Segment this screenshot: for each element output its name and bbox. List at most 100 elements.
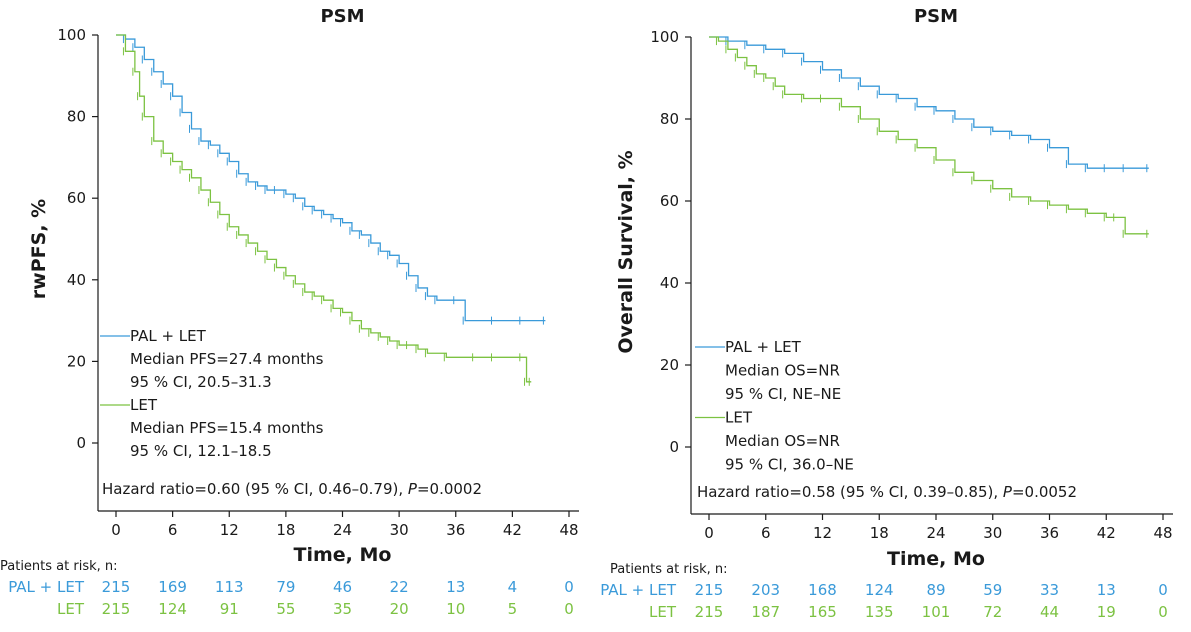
- y-tick-label: 0: [669, 438, 679, 456]
- risk-value: 55: [276, 600, 295, 618]
- risk-value: 46: [333, 578, 352, 596]
- x-axis-label: Time, Mo: [294, 544, 392, 566]
- legend-text: PAL + LET: [130, 327, 207, 345]
- y-tick-label: 60: [67, 189, 86, 207]
- legend-text: 95 % CI, 20.5–31.3: [130, 373, 272, 391]
- pal-let-curve: [116, 34, 546, 322]
- risk-value: 203: [751, 581, 780, 599]
- y-tick-label: 100: [650, 28, 679, 46]
- y-tick-label: 100: [57, 26, 86, 44]
- x-tick-label: 6: [761, 524, 771, 542]
- x-tick-label: 24: [333, 521, 352, 539]
- risk-value: 0: [564, 578, 574, 596]
- let-curve: [116, 34, 532, 383]
- y-axis-label: rwPFS, %: [28, 199, 50, 299]
- risk-value: 22: [390, 578, 409, 596]
- risk-value: 13: [1097, 581, 1116, 599]
- x-tick-label: 12: [813, 524, 832, 542]
- risk-value: 20: [390, 600, 409, 618]
- legend-text: Median PFS=27.4 months: [130, 350, 324, 368]
- legend-text: 95 % CI, NE–NE: [725, 385, 841, 403]
- risk-value: 215: [695, 581, 724, 599]
- hazard-ratio-text: Hazard ratio=0.60 (95 % CI, 0.46–0.79), …: [102, 480, 482, 498]
- p-label: P: [408, 480, 418, 498]
- x-tick-label: 30: [983, 524, 1002, 542]
- p-label: P: [1003, 483, 1013, 501]
- y-axis-label: Overall Survival, %: [615, 150, 637, 353]
- risk-value: 215: [695, 603, 724, 621]
- risk-value: 101: [922, 603, 951, 621]
- x-tick-label: 12: [220, 521, 239, 539]
- y-tick-label: 40: [67, 271, 86, 289]
- risk-value: 33: [1040, 581, 1059, 599]
- risk-value: 13: [446, 578, 465, 596]
- x-axis-label: Time, Mo: [887, 548, 985, 570]
- legend-text: PAL + LET: [725, 338, 802, 356]
- y-tick-label: 60: [660, 192, 679, 210]
- legend-text: 95 % CI, 12.1–18.5: [130, 442, 272, 460]
- p-value: =0.0002: [417, 480, 482, 498]
- risk-value: 5: [508, 600, 518, 618]
- risk-value: 89: [926, 581, 945, 599]
- risk-value: 124: [158, 600, 187, 618]
- hazard-ratio-label: Hazard ratio=0.60 (95 % CI, 0.46–0.79),: [102, 480, 408, 498]
- risk-value: 59: [983, 581, 1002, 599]
- risk-value: 215: [102, 578, 131, 596]
- y-tick-label: 20: [660, 356, 679, 374]
- risk-value: 168: [808, 581, 837, 599]
- legend-text: Median OS=NR: [725, 362, 840, 380]
- risk-value: 35: [333, 600, 352, 618]
- legend-text: Median PFS=15.4 months: [130, 419, 324, 437]
- y-tick-label: 0: [76, 434, 86, 452]
- chart-title: PSM: [914, 6, 958, 27]
- risk-value: 0: [1158, 603, 1168, 621]
- x-tick-label: 18: [276, 521, 295, 539]
- risk-value: 165: [808, 603, 837, 621]
- risk-row-label: PAL + LET: [8, 578, 85, 596]
- y-tick-label: 20: [67, 352, 86, 370]
- x-tick-label: 36: [1040, 524, 1059, 542]
- x-tick-label: 24: [926, 524, 945, 542]
- x-tick-label: 18: [870, 524, 889, 542]
- risk-value: 72: [983, 603, 1002, 621]
- risk-value: 10: [446, 600, 465, 618]
- pal-let-curve: [709, 36, 1149, 169]
- x-tick-label: 36: [446, 521, 465, 539]
- risk-value: 91: [220, 600, 239, 618]
- x-tick-label: 6: [168, 521, 178, 539]
- risk-value: 19: [1097, 603, 1116, 621]
- hazard-ratio-label: Hazard ratio=0.58 (95 % CI, 0.39–0.85),: [697, 483, 1003, 501]
- x-tick-label: 0: [704, 524, 714, 542]
- risk-value: 4: [508, 578, 518, 596]
- hazard-ratio-text: Hazard ratio=0.58 (95 % CI, 0.39–0.85), …: [697, 483, 1077, 501]
- legend-text: Median OS=NR: [725, 432, 840, 450]
- x-tick-label: 42: [1097, 524, 1116, 542]
- os-chart: PSM 0 20 40 60 80 100 0 6 12 18 24 30 36 42 48 Time, Mo O…: [600, 6, 1173, 621]
- let-curve: [709, 36, 1149, 235]
- x-tick-label: 48: [559, 521, 578, 539]
- risk-value: 0: [1158, 581, 1168, 599]
- risk-value: 113: [215, 578, 244, 596]
- chart-title: PSM: [320, 6, 364, 27]
- x-tick-label: 42: [503, 521, 522, 539]
- y-tick-label: 80: [67, 108, 86, 126]
- risk-value: 124: [865, 581, 894, 599]
- risk-value: 169: [158, 578, 187, 596]
- risk-table-header: Patients at risk, n:: [0, 559, 118, 574]
- risk-value: 0: [564, 600, 574, 618]
- y-tick-label: 40: [660, 274, 679, 292]
- risk-value: 79: [276, 578, 295, 596]
- x-tick-label: 48: [1153, 524, 1172, 542]
- legend-text: 95 % CI, 36.0–NE: [725, 456, 854, 474]
- risk-row-label: LET: [649, 603, 677, 621]
- risk-value: 187: [751, 603, 780, 621]
- risk-value: 215: [102, 600, 131, 618]
- risk-row-label: LET: [57, 600, 85, 618]
- risk-value: 135: [865, 603, 894, 621]
- x-tick-label: 30: [390, 521, 409, 539]
- risk-value: 44: [1040, 603, 1059, 621]
- legend-text: LET: [130, 396, 158, 414]
- risk-row-label: PAL + LET: [600, 581, 677, 599]
